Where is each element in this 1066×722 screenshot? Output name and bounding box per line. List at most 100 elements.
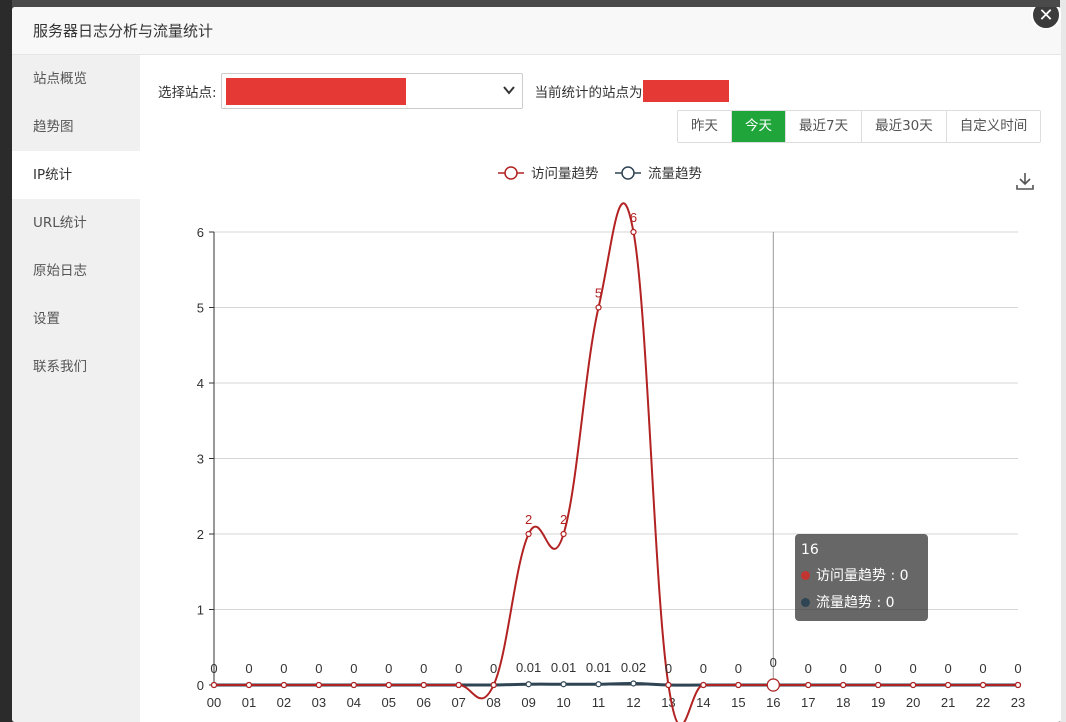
redacted-current-site xyxy=(642,80,729,102)
data-label: 0 xyxy=(1014,661,1021,676)
tooltip-title: 16 xyxy=(801,542,819,558)
sidebar-item-ip-stats[interactable]: IP统计 xyxy=(12,151,140,199)
data-point xyxy=(805,681,812,689)
data-point xyxy=(840,681,847,689)
site-select[interactable] xyxy=(220,73,523,109)
data-point xyxy=(525,681,532,688)
data-point xyxy=(245,681,253,689)
data-point xyxy=(350,681,357,689)
data-label: 0 xyxy=(665,661,672,676)
download-icon[interactable] xyxy=(1015,171,1035,191)
range-7days-button[interactable]: 最近7天 xyxy=(785,111,862,142)
current-site-label: 当前统计的站点为 xyxy=(534,85,643,101)
x-tick-label: 10 xyxy=(556,695,570,710)
data-label: 0 xyxy=(700,661,707,676)
data-point xyxy=(595,681,602,688)
y-tick-label: 6 xyxy=(197,225,204,240)
data-label: 0 xyxy=(875,661,882,676)
data-point xyxy=(766,678,780,692)
data-point xyxy=(315,681,322,689)
site-select-row: 选择站点: 当前统计的站点为 xyxy=(158,73,729,109)
data-label: 0 xyxy=(350,661,357,676)
close-icon: ✕ xyxy=(1038,7,1054,26)
x-tick-label: 17 xyxy=(801,695,815,710)
data-point xyxy=(630,228,637,236)
y-tick-label: 2 xyxy=(197,527,204,542)
data-label: 5 xyxy=(595,286,602,301)
tooltip-row-visits: 访问量趋势 : 0 xyxy=(801,565,922,585)
data-label: 0 xyxy=(385,661,392,676)
sidebar-item-overview[interactable]: 站点概览 xyxy=(33,71,87,87)
x-tick-label: 21 xyxy=(941,695,955,710)
sidebar-item-raw-log[interactable]: 原始日志 xyxy=(33,263,87,279)
x-tick-label: 12 xyxy=(626,695,640,710)
tooltip-traffic-dot xyxy=(801,597,810,607)
data-label: 0 xyxy=(455,661,462,676)
legend-marker xyxy=(504,166,518,180)
x-tick-label: 01 xyxy=(242,695,256,710)
sidebar-item-url-stats[interactable]: URL统计 xyxy=(33,215,87,231)
tooltip-row-traffic: 流量趋势 : 0 xyxy=(801,592,922,612)
data-point xyxy=(665,681,672,689)
y-tick-label: 4 xyxy=(197,376,204,391)
sidebar-item-settings[interactable]: 设置 xyxy=(33,311,60,327)
x-tick-label: 09 xyxy=(521,695,535,710)
data-label: 0 xyxy=(315,661,322,676)
range-30days-button[interactable]: 最近30天 xyxy=(861,111,946,142)
data-point xyxy=(875,681,882,689)
data-label: 0 xyxy=(979,661,986,676)
data-point xyxy=(280,681,288,689)
close-button[interactable]: ✕ xyxy=(1031,7,1061,30)
data-label: 0 xyxy=(245,661,252,676)
tooltip-visits-text: 访问量趋势 : 0 xyxy=(816,568,909,584)
sidebar-item-trend[interactable]: 趋势图 xyxy=(33,119,74,135)
data-point xyxy=(560,681,567,688)
data-point xyxy=(1014,681,1022,689)
sidebar: 站点概览 趋势图 IP统计 URL统计 原始日志 设置 联系我们 xyxy=(12,55,140,722)
x-tick-label: 22 xyxy=(976,695,990,710)
chevron-down-icon xyxy=(502,83,516,100)
data-label: 0 xyxy=(280,661,287,676)
y-tick-label: 0 xyxy=(197,678,204,693)
x-tick-label: 23 xyxy=(1011,695,1025,710)
x-tick-label: 05 xyxy=(382,695,396,710)
data-label: 6 xyxy=(630,210,637,225)
range-yesterday-button[interactable]: 昨天 xyxy=(678,111,731,142)
data-point xyxy=(910,681,917,689)
range-custom-button[interactable]: 自定义时间 xyxy=(945,111,1041,142)
data-point xyxy=(595,304,602,311)
series-line xyxy=(214,202,1018,722)
data-label: 0.01 xyxy=(551,660,576,675)
data-label: 0 xyxy=(210,661,217,676)
x-tick-label: 04 xyxy=(347,695,361,710)
data-label: 0 xyxy=(944,661,951,676)
y-tick-label: 3 xyxy=(197,452,204,467)
data-label: 0 xyxy=(420,661,427,676)
data-point xyxy=(490,681,497,689)
range-today-button[interactable]: 今天 xyxy=(731,111,785,142)
legend-label: 流量趋势 xyxy=(648,166,702,181)
data-point xyxy=(630,680,637,687)
data-label: 0 xyxy=(805,661,812,676)
data-point xyxy=(944,681,952,689)
x-tick-label: 14 xyxy=(696,695,710,710)
legend-label: 访问量趋势 xyxy=(531,166,599,181)
y-tick-label: 5 xyxy=(197,301,204,316)
data-point xyxy=(420,681,427,689)
data-point xyxy=(455,681,462,689)
x-tick-label: 03 xyxy=(312,695,326,710)
x-tick-label: 08 xyxy=(486,695,500,710)
log-analysis-modal: 服务器日志分析与流量统计 站点概览 趋势图 IP统计 URL统计 原始日志 设置… xyxy=(12,7,1061,722)
x-tick-label: 07 xyxy=(451,695,465,710)
data-point xyxy=(385,681,392,689)
site-select-label: 选择站点: xyxy=(158,85,217,101)
x-tick-label: 20 xyxy=(906,695,920,710)
sidebar-item-contact[interactable]: 联系我们 xyxy=(33,359,87,375)
data-point xyxy=(560,530,567,538)
data-label: 0 xyxy=(735,661,742,676)
data-point xyxy=(735,681,742,689)
x-tick-label: 18 xyxy=(836,695,850,710)
legend-marker xyxy=(621,166,635,180)
x-tick-label: 11 xyxy=(592,695,606,710)
